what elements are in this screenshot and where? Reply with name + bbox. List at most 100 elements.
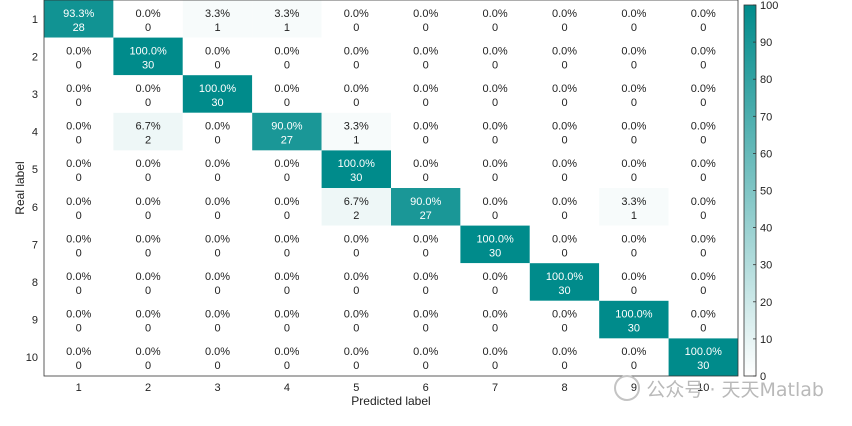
cell-count-label: 0 [353,360,359,372]
heatmap-cell [391,37,461,76]
cell-count-label: 0 [423,247,429,259]
heatmap-cell [529,112,600,151]
cell-count-label: 0 [76,285,82,297]
heatmap-cell [529,263,600,301]
watermark-text: 公众号 · 天天Matlab [646,379,824,401]
cell-percent-label: 6.7% [136,121,161,133]
heatmap-cell [391,75,461,113]
cell-count-label: 0 [145,247,151,259]
cell-percent-label: 0.0% [344,346,369,358]
cell-count-label: 0 [284,97,290,109]
heatmap-cell [668,0,738,38]
cell-percent-label: 0.0% [483,83,508,95]
cell-count-label: 0 [353,97,359,109]
heatmap-cell [460,75,530,113]
cell-count-label: 0 [700,247,706,259]
cell-count-label: 0 [214,135,220,147]
cell-percent-label: 3.3% [344,121,369,133]
cell-count-label: 0 [145,210,151,222]
cell-percent-label: 0.0% [274,196,299,208]
colorbar-tick-label: 50 [760,186,772,198]
colorbar-tick-label: 10 [760,334,772,346]
y-tick-label: 3 [32,89,38,101]
cell-percent-label: 0.0% [691,8,716,20]
y-tick-label: 1 [32,14,38,26]
cell-count-label: 0 [76,323,82,335]
cell-count-label: 0 [145,360,151,372]
y-tick-labels: 1 2 3 4 5 6 7 8 9 10 [26,14,38,364]
cell-count-label: 0 [561,172,567,184]
cell-count-label: 0 [353,323,359,335]
cell-percent-label: 0.0% [136,196,161,208]
heatmap-cell [668,338,738,376]
cell-percent-label: 0.0% [621,45,646,57]
heatmap-cell [182,75,253,113]
heatmap-cell [113,300,183,339]
cell-percent-label: 0.0% [552,233,577,245]
cell-percent-label: 0.0% [621,121,646,133]
cell-percent-label: 0.0% [413,233,438,245]
cell-count-label: 1 [353,135,359,147]
heatmap-cell [460,37,530,76]
y-tick-label: 2 [32,51,38,63]
cell-count-label: 1 [284,22,290,34]
cell-count-label: 0 [492,285,498,297]
cell-percent-label: 0.0% [344,83,369,95]
heatmap-cell [599,338,669,376]
heatmap-cell [529,225,600,264]
cell-percent-label: 0.0% [483,271,508,283]
cell-count-label: 0 [492,172,498,184]
heatmap-cell [44,112,114,151]
cell-percent-label: 0.0% [621,158,646,170]
cell-count-label: 0 [492,135,498,147]
heatmap-cell [391,188,461,226]
cell-count-label: 30 [697,360,709,372]
cell-percent-label: 0.0% [344,45,369,57]
cell-percent-label: 0.0% [691,158,716,170]
cell-count-label: 30 [350,172,362,184]
colorbar-tick-label: 20 [760,297,772,309]
cell-count-label: 0 [76,135,82,147]
cell-percent-label: 0.0% [136,271,161,283]
cell-percent-label: 100.0% [476,233,514,245]
cell-count-label: 0 [284,172,290,184]
heatmap-cell [391,112,461,151]
cell-percent-label: 0.0% [66,233,91,245]
heatmap-cell [321,300,391,339]
heatmap-cell [599,263,669,301]
cell-count-label: 1 [631,210,637,222]
heatmap-cell [668,300,738,339]
cell-count-label: 0 [561,323,567,335]
cell-percent-label: 3.3% [274,8,299,20]
cell-percent-label: 0.0% [691,45,716,57]
heatmap-cell [113,338,183,376]
cell-percent-label: 0.0% [483,346,508,358]
cell-percent-label: 0.0% [413,121,438,133]
cell-percent-label: 100.0% [546,271,584,283]
cell-count-label: 0 [631,97,637,109]
heatmap-cell [391,338,461,376]
cell-count-label: 0 [284,210,290,222]
cell-percent-label: 0.0% [205,271,230,283]
cell-percent-label: 0.0% [274,309,299,321]
cell-percent-label: 0.0% [136,346,161,358]
colorbar-tick-label: 0 [760,371,766,383]
cell-count-label: 0 [423,59,429,71]
cell-count-label: 27 [281,135,293,147]
cell-percent-label: 100.0% [129,45,167,57]
cell-count-label: 0 [76,360,82,372]
cell-percent-label: 0.0% [691,233,716,245]
cell-count-label: 0 [700,97,706,109]
cell-count-label: 0 [492,210,498,222]
cell-count-label: 0 [145,97,151,109]
heatmap-cell [44,150,114,188]
heatmap-cell [599,37,669,76]
cell-count-label: 1 [214,22,220,34]
cell-count-label: 0 [423,323,429,335]
cell-percent-label: 0.0% [691,196,716,208]
colorbar-tick-label: 70 [760,111,772,123]
cell-count-label: 0 [561,135,567,147]
cell-count-label: 0 [423,285,429,297]
cell-count-label: 0 [423,97,429,109]
heatmap-cell [460,150,530,188]
